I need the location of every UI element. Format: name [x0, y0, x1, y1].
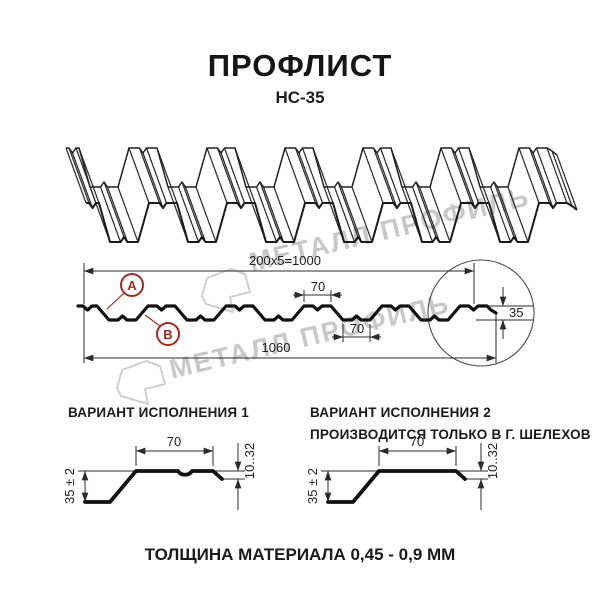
dim-overall-label: 1060: [262, 340, 291, 355]
dim-height: 35 ± 2: [62, 468, 136, 504]
variant2-drawing: 70 35 ± 2 10..32: [305, 435, 500, 510]
dim-edge: 10..32: [456, 443, 500, 510]
dim-height: 35: [476, 287, 533, 339]
dim-edge-label: 10..32: [485, 443, 500, 479]
far-edge-outline: [66, 147, 558, 188]
dim-flange: 70: [135, 435, 214, 466]
profile-cross-section-line: [76, 304, 498, 322]
material-thickness-note: ТОЛЩИНА МАТЕРИАЛА 0,45 - 0,9 ММ: [144, 545, 456, 564]
dim-top-total-label: 200x5=1000: [249, 253, 321, 268]
detail-circle: [427, 259, 535, 367]
dim-height: 35 ± 2: [305, 468, 379, 504]
dim-flange-bottom-label: 70: [350, 321, 364, 336]
marker-b: B: [144, 314, 180, 346]
fold-edge-lines: [65, 147, 578, 243]
page-subtitle: НС-35: [275, 88, 325, 107]
variant1-drawing: 70 35 ± 2 10..32: [62, 435, 257, 510]
dim-flange-bottom: 70: [332, 321, 381, 342]
profile-3d-view: [65, 147, 578, 243]
variant2-profile-line: [326, 469, 467, 504]
logo-pentagon-icon: [201, 268, 251, 313]
near-edge-outline: [86, 202, 578, 243]
dim-edge-label: 10..32: [242, 443, 257, 479]
variant1-profile-line: [83, 469, 224, 504]
variant1-title: ВАРИАНТ ИСПОЛНЕНИЯ 1: [68, 405, 249, 420]
marker-a: A: [106, 273, 144, 310]
variant2-title: ВАРИАНТ ИСПОЛНЕНИЯ 2: [310, 405, 491, 420]
marker-b-label: B: [163, 327, 172, 342]
dim-flange-label: 70: [410, 435, 424, 449]
marker-a-label: A: [127, 278, 137, 293]
page-title: ПРОФЛИСТ: [207, 48, 393, 83]
dim-top-total: 200x5=1000: [83, 253, 475, 304]
dim-flange-label: 70: [167, 435, 181, 449]
variant2-subtitle: ПРОИЗВОДИТСЯ ТОЛЬКО В Г. ШЕЛЕХОВ: [310, 427, 591, 442]
logo-pentagon-icon: [116, 360, 166, 405]
cross-section-drawing: 200x5=1000 1060 70 70 35 A: [76, 253, 535, 367]
dim-flange-top-label: 70: [311, 279, 325, 294]
dim-height-label: 35 ± 2: [62, 468, 77, 504]
dim-flange-top: 70: [293, 279, 342, 302]
dim-edge: 10..32: [213, 443, 257, 510]
dim-overall: 1060: [83, 308, 497, 363]
dim-height-label: 35 ± 2: [305, 468, 320, 504]
dim-height-label: 35: [509, 305, 523, 320]
dim-flange: 70: [378, 435, 457, 466]
